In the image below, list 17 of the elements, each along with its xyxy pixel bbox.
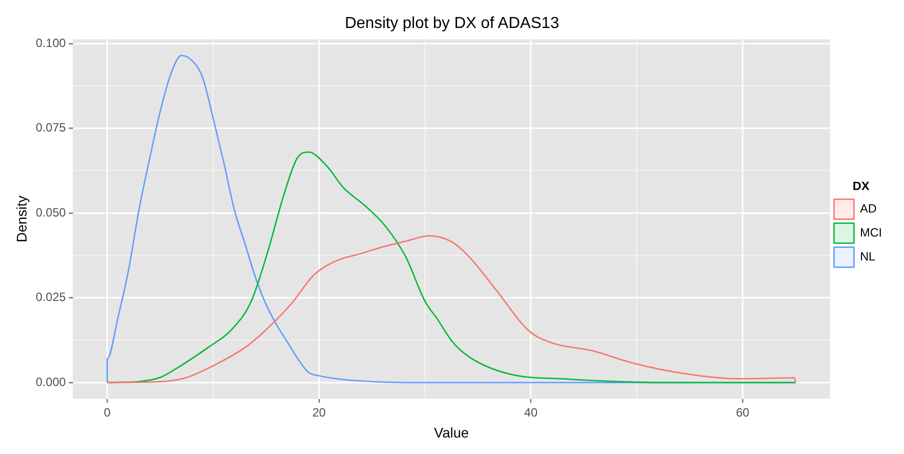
x-tick-label: 40 <box>524 405 538 420</box>
y-tick-label: 0.100 <box>36 36 66 50</box>
chart-title: Density plot by DX of ADAS13 <box>344 15 560 32</box>
x-tick-label: 20 <box>312 405 326 420</box>
legend-label: AD <box>860 202 878 216</box>
y-tick-label: 0.050 <box>36 205 66 220</box>
y-tick-label: 0.000 <box>36 374 66 389</box>
line-series <box>106 235 796 384</box>
y-tick-label: 0.075 <box>36 120 66 135</box>
y-axis-title: Density <box>13 196 30 242</box>
x-axis-title: Value <box>434 424 470 440</box>
legend-title: DX <box>852 179 870 194</box>
x-tick-label: 0 <box>104 405 111 420</box>
y-tick-label: 0.025 <box>36 290 66 304</box>
x-tick-label: 60 <box>736 405 750 420</box>
legend-label: MCI <box>860 226 882 240</box>
legend-label: NL <box>860 250 876 264</box>
